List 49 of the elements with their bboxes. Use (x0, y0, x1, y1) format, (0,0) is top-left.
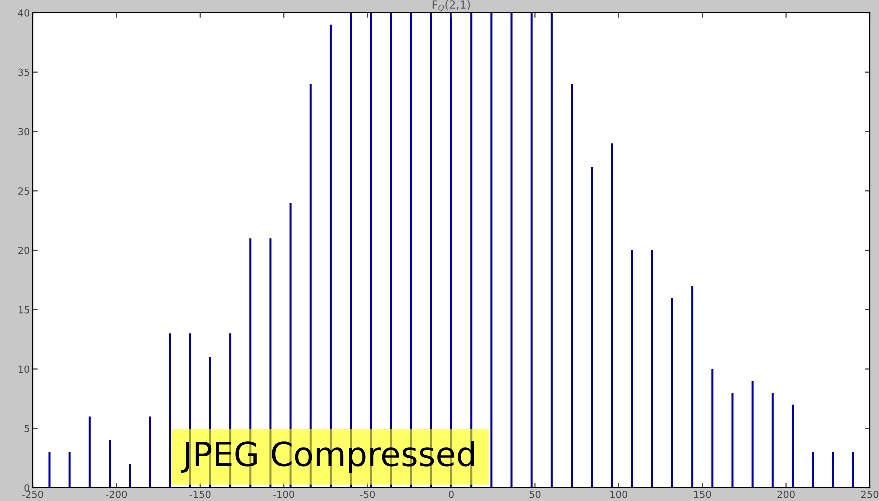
x-tick-label: 100 (610, 490, 628, 498)
bar (510, 13, 513, 488)
x-tick-label: -50 (360, 490, 376, 498)
bar (68, 452, 71, 488)
x-tick-label: 250 (861, 490, 879, 498)
x-tick-label: 200 (778, 490, 795, 498)
bar (550, 13, 553, 488)
y-tick-label: 25 (18, 188, 30, 195)
bar (591, 167, 594, 488)
chart-title: F$_{Q}$(2,1) (432, 0, 470, 12)
bar (571, 84, 574, 488)
annotation: JPEG Compressed (181, 440, 474, 474)
bar (169, 334, 172, 488)
y-tick-label: 20 (18, 246, 30, 254)
x-tick-label: 50 (530, 490, 541, 498)
x-tick-label: 150 (694, 490, 712, 498)
y-tick-label: 5 (24, 425, 30, 432)
bar (852, 452, 854, 488)
bar (88, 416, 91, 488)
x-tick-label: -200 (106, 490, 128, 498)
bar (490, 13, 493, 488)
y-tick-label: 10 (18, 366, 30, 374)
bar (109, 440, 112, 488)
bar (812, 452, 814, 488)
bar (48, 452, 51, 488)
y-tick-label: 15 (18, 306, 30, 314)
x-tick-label: 0 (449, 490, 454, 498)
y-tick-label: 35 (18, 68, 30, 76)
bar (530, 13, 533, 488)
bar (772, 393, 774, 488)
bar (832, 452, 834, 488)
bar (270, 238, 272, 488)
bar (149, 416, 152, 488)
bar (129, 464, 132, 488)
y-tick-label: 30 (18, 128, 30, 136)
y-tick-label: 40 (18, 9, 30, 17)
x-tick-label: -250 (22, 490, 44, 498)
bar (692, 286, 694, 488)
bar (792, 404, 794, 488)
bar (752, 381, 754, 488)
bar (631, 250, 634, 488)
y-tick-label: 0 (24, 484, 30, 492)
bar (671, 298, 674, 488)
bar (611, 144, 614, 488)
bar (732, 393, 734, 488)
x-tick-label: -150 (190, 490, 211, 498)
bar (651, 250, 654, 488)
x-tick-label: -100 (274, 490, 294, 498)
bar (712, 369, 714, 488)
